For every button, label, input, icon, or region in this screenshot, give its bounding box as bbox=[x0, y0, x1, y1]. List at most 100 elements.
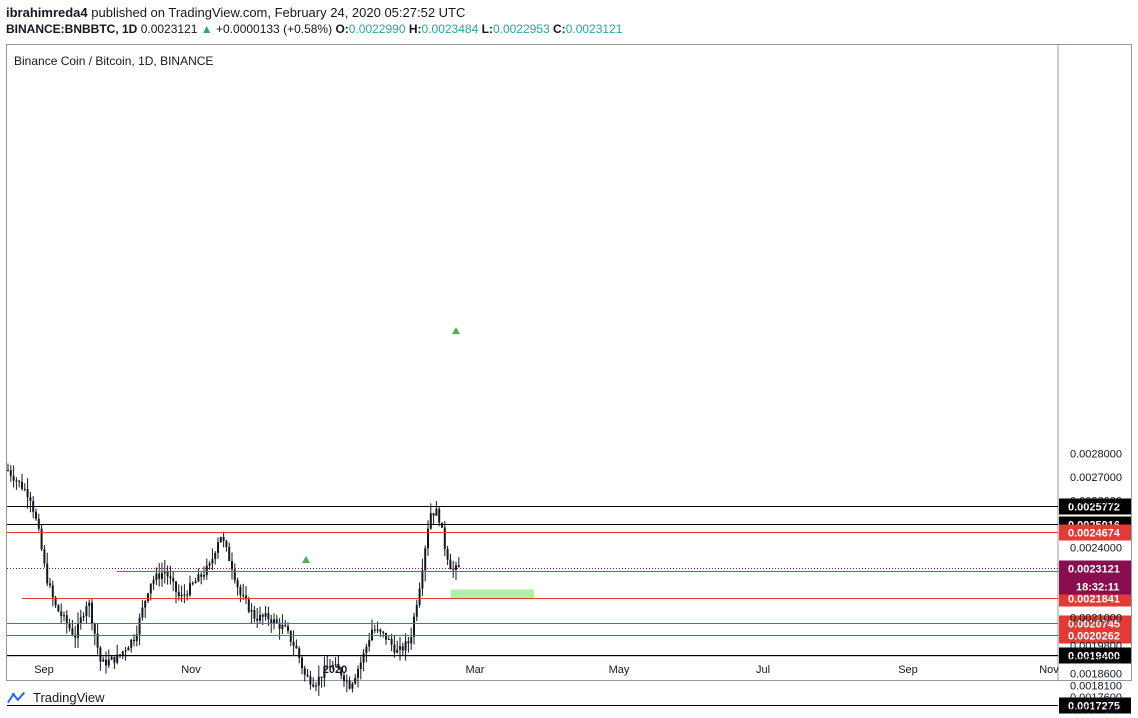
candle-body bbox=[438, 508, 441, 523]
candle-body bbox=[418, 588, 421, 605]
low-value: 0.0022953 bbox=[492, 22, 550, 36]
candle-body bbox=[35, 511, 37, 519]
candle-body bbox=[340, 668, 343, 676]
candle-body bbox=[393, 644, 396, 653]
candle-body bbox=[326, 666, 329, 668]
published-text: published on TradingView.com, February 2… bbox=[91, 5, 466, 20]
close-label: C: bbox=[553, 22, 566, 36]
candle-body bbox=[359, 662, 362, 670]
candle-body bbox=[91, 602, 93, 624]
candle-body bbox=[399, 646, 401, 650]
candle-body bbox=[429, 513, 432, 529]
candle-body bbox=[455, 565, 457, 570]
candle-body bbox=[261, 614, 264, 617]
candle-body bbox=[222, 537, 225, 541]
candle-body bbox=[65, 615, 68, 624]
candle-body bbox=[231, 560, 233, 570]
candle-body bbox=[40, 528, 43, 550]
candle-body bbox=[102, 659, 105, 662]
price-change: +0.0000133 (+0.58%) bbox=[216, 22, 333, 36]
candle-body bbox=[245, 595, 247, 600]
time-axis: Sep Nov 2020 Mar May Jul Sep Nov bbox=[34, 664, 1059, 676]
candle-body bbox=[337, 664, 340, 669]
candle-body bbox=[301, 657, 303, 669]
candle-body bbox=[105, 659, 107, 666]
candle-body bbox=[407, 641, 410, 644]
candle-body bbox=[194, 581, 197, 584]
candle-body bbox=[54, 597, 57, 606]
candle-body bbox=[189, 583, 191, 596]
candle-body bbox=[149, 583, 152, 594]
candle-body bbox=[21, 481, 23, 489]
last-price-tag-label: 0.0023121 bbox=[1068, 564, 1120, 576]
candle-body bbox=[250, 610, 253, 612]
candle-body bbox=[357, 669, 359, 678]
candle-body bbox=[177, 591, 180, 597]
target-zone[interactable] bbox=[451, 589, 534, 599]
candle-body bbox=[345, 680, 348, 682]
candle-body bbox=[312, 684, 315, 687]
candle-body bbox=[267, 613, 270, 620]
candle-body bbox=[390, 638, 393, 645]
candle-body bbox=[317, 676, 320, 686]
level-tag bbox=[1059, 627, 1131, 644]
candle-body bbox=[432, 513, 435, 516]
candle-body bbox=[85, 606, 88, 616]
low-label: L: bbox=[481, 22, 493, 36]
candle-body bbox=[57, 605, 60, 612]
candle-body bbox=[421, 570, 424, 589]
candle-body bbox=[264, 613, 267, 617]
level-tag-label: 0.0017275 bbox=[1068, 701, 1120, 713]
candle-body bbox=[315, 685, 317, 687]
candle-body bbox=[278, 622, 281, 629]
high-value: 0.0023484 bbox=[421, 22, 479, 36]
candle-body bbox=[343, 675, 345, 682]
chart-frame[interactable] bbox=[6, 44, 1132, 681]
candle-body bbox=[446, 548, 449, 560]
candle-body bbox=[435, 508, 438, 516]
open-value: 0.0022990 bbox=[348, 22, 406, 36]
candle-body bbox=[270, 619, 273, 624]
time-tick-label: Sep bbox=[34, 664, 54, 676]
candle-body bbox=[281, 625, 284, 629]
candle-body bbox=[424, 548, 427, 571]
candle-body bbox=[289, 630, 292, 642]
candle-body bbox=[130, 639, 133, 648]
levels-layer: 0.00257720.00250160.00246740.00229830.00… bbox=[7, 327, 1131, 714]
candle-body bbox=[60, 611, 63, 617]
candle-body bbox=[427, 528, 429, 549]
price-tick-label: 0.0019200 bbox=[1070, 655, 1122, 667]
candle-body bbox=[323, 666, 326, 678]
candle-body bbox=[172, 578, 175, 582]
candle-body bbox=[96, 633, 99, 648]
candle-body bbox=[371, 629, 373, 641]
candle-body bbox=[256, 618, 259, 621]
candle-body bbox=[82, 615, 85, 618]
candle-body bbox=[99, 647, 102, 662]
price-tick-label: 0.0024000 bbox=[1070, 542, 1122, 554]
candle-body bbox=[116, 654, 119, 663]
open-label: O: bbox=[335, 22, 349, 36]
author-name[interactable]: ibrahimreda4 bbox=[6, 5, 88, 20]
price-tick-label: 0.0018600 bbox=[1070, 669, 1122, 681]
price-tick-label: 0.0019800 bbox=[1070, 641, 1122, 653]
brand-name[interactable]: TradingView bbox=[33, 690, 105, 705]
candle-body bbox=[214, 552, 217, 559]
candle-body bbox=[354, 677, 357, 684]
candle-body bbox=[7, 470, 9, 472]
high-label: H: bbox=[408, 22, 422, 36]
level-tag-label: 0.0021841 bbox=[1068, 594, 1120, 606]
candle-body bbox=[211, 558, 214, 564]
candle-body bbox=[18, 480, 21, 482]
ohlc-line: BINANCE:BNBBTC, 1D 0.0023121 ▲ +0.000013… bbox=[6, 21, 622, 38]
price-tick-label: 0.0027000 bbox=[1070, 472, 1122, 484]
candle-body bbox=[200, 574, 203, 577]
price-tick-label: 0.0018100 bbox=[1070, 680, 1122, 692]
level-tag-label: 0.0025772 bbox=[1068, 502, 1120, 514]
candle-body bbox=[376, 629, 379, 631]
candle-body bbox=[401, 646, 404, 651]
candle-body bbox=[449, 559, 452, 570]
publish-line: ibrahimreda4 published on TradingView.co… bbox=[6, 4, 622, 21]
candle-body bbox=[147, 593, 149, 601]
